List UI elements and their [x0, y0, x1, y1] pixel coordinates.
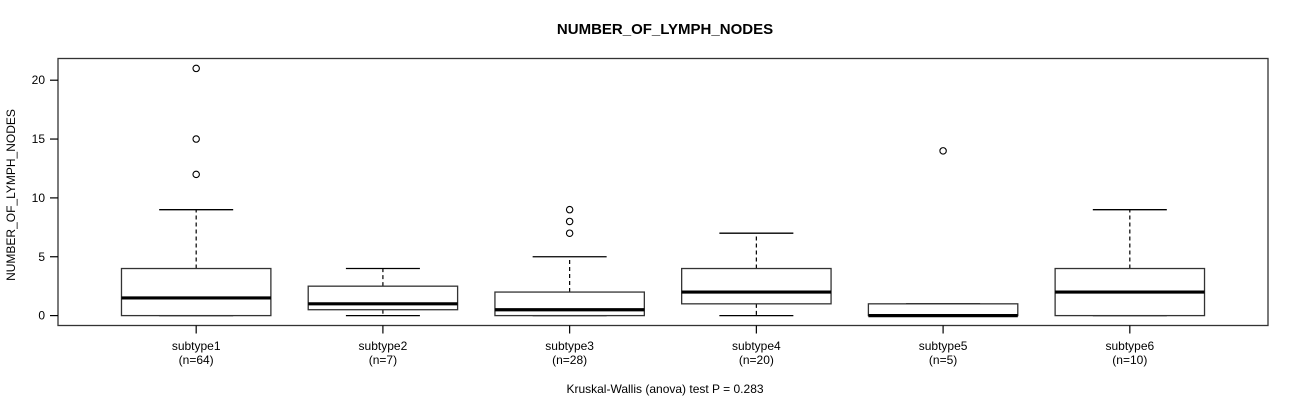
outlier-point [565, 217, 574, 226]
plot-area: 0 5 10 15 20 subtype1(n=64) subtype2(n=7) subty… [32, 57, 1269, 367]
category-count-label: (n=64) [179, 353, 214, 367]
category-count-label: (n=7) [369, 353, 397, 367]
category-label: subtype3 [545, 339, 594, 353]
category-count-label: (n=10) [1112, 353, 1147, 367]
y-tick-label: 20 [32, 73, 46, 87]
outlier-point [192, 170, 200, 179]
box-iqr [120, 267, 272, 317]
category-count-label: (n=5) [929, 353, 957, 367]
box-iqr [307, 285, 459, 311]
outlier-point [939, 147, 947, 155]
outlier-point [192, 135, 200, 143]
outlier-point [565, 205, 574, 214]
stat-test-caption: Kruskal-Wallis (anova) test P = 0.283 [566, 382, 763, 396]
category-count-label: (n=20) [739, 353, 774, 367]
category-label: subtype2 [359, 339, 408, 353]
category-label: subtype1 [172, 339, 221, 353]
category-count-label: (n=28) [552, 353, 587, 367]
box-iqr [681, 267, 832, 305]
box-iqr [867, 303, 1019, 317]
chart-title: NUMBER_OF_LYMPH_NODES [557, 21, 773, 38]
y-tick-label: 5 [38, 250, 45, 264]
y-tick-label: 15 [32, 132, 46, 146]
y-tick-label: 0 [38, 309, 45, 323]
box-iqr [494, 291, 645, 317]
category-label: subtype6 [1105, 339, 1154, 353]
plot-frame [57, 57, 1269, 327]
outlier-point [565, 229, 574, 237]
outlier-point [192, 64, 200, 73]
category-label: subtype5 [919, 339, 968, 353]
category-label: subtype4 [732, 339, 781, 353]
y-axis-label: NUMBER_OF_LYMPH_NODES [4, 109, 18, 281]
y-tick-label: 10 [32, 191, 46, 205]
